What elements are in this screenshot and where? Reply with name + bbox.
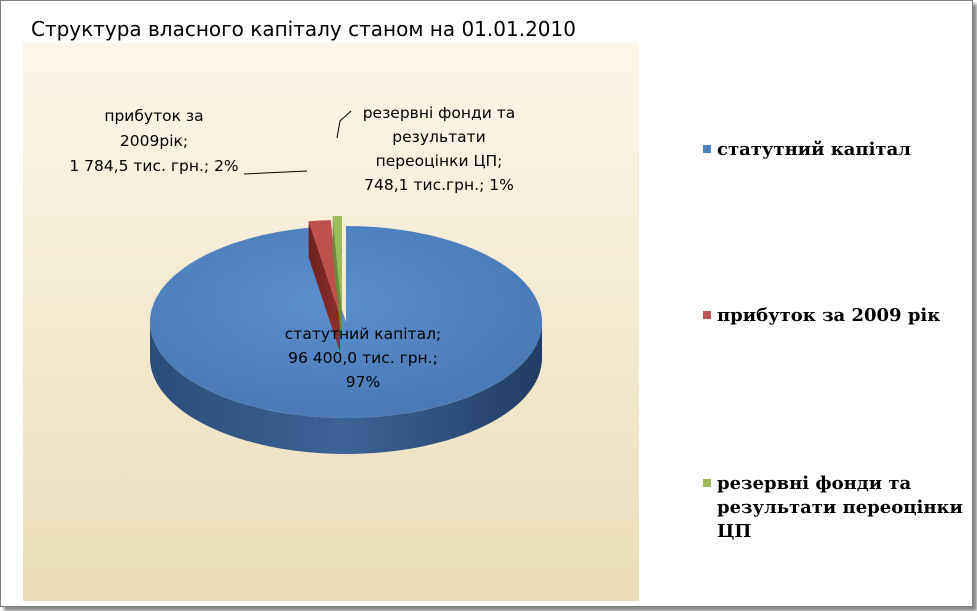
legend-label-line: ЦП — [717, 521, 751, 542]
legend-label: прибуток за 2009 рік — [717, 305, 940, 326]
data-label-line: 96 400,0 тис. грн.; — [288, 349, 438, 367]
pie-slice-статутний-капітал — [150, 225, 543, 418]
data-label-line: переоцінки ЦП; — [376, 152, 503, 170]
data-label-0: статутний капітал; 96 400,0 тис. грн.; 97% — [285, 325, 441, 391]
legend-label: резервні фонди та результати переоцінки ЦП — [717, 473, 963, 542]
data-label-line: 748,1 тис.грн.; 1% — [364, 176, 514, 194]
legend-label: статутний капітал — [717, 139, 911, 160]
legend-swatch — [703, 145, 711, 153]
data-label-line: статутний капітал; — [285, 325, 441, 343]
leader-line — [336, 110, 352, 139]
pie-slice-wall — [332, 216, 342, 348]
leader-line — [243, 170, 308, 175]
legend-swatch — [703, 311, 711, 319]
pie-layer — [150, 216, 543, 454]
legend-label-line: резервні фонди та — [717, 473, 912, 494]
data-label-line: 97% — [346, 373, 380, 391]
legend-label-line: результати переоцінки — [717, 497, 963, 518]
legend-entry-2: резервні фонди та результати переоцінки ЦП — [703, 473, 963, 542]
pie-slice-wall — [308, 221, 340, 352]
data-labels: статутний капітал; 96 400,0 тис. грн.; 97%… — [69, 104, 515, 391]
pie-slice-side — [150, 322, 542, 454]
legend-label-line: прибуток за 2009 рік — [717, 305, 940, 326]
pie-slice-2 — [332, 216, 342, 312]
data-label-line: прибуток за — [104, 107, 203, 125]
data-label-1: прибуток за 2009рік; 1 784,5 тис. грн.; 2% — [69, 107, 238, 175]
legend-entry-0: статутний капітал — [703, 139, 911, 160]
legend-swatch — [703, 479, 711, 487]
data-label-line: 2009рік; — [120, 132, 188, 150]
data-label-line: 1 784,5 тис. грн.; 2% — [69, 157, 238, 175]
pie-slice-1 — [308, 220, 340, 316]
legend-label-line: статутний капітал — [717, 139, 911, 160]
chart-title: Структура власного капіталу станом на 01… — [31, 17, 576, 41]
data-label-line: результати — [392, 128, 485, 146]
data-label-2: резервні фонди та результати переоцінки ЦП… — [363, 104, 516, 194]
legend: статутний капітал прибуток за 2009 рік рез… — [703, 139, 963, 542]
data-label-line: резервні фонди та — [363, 104, 516, 122]
legend-entry-1: прибуток за 2009 рік — [703, 305, 940, 326]
